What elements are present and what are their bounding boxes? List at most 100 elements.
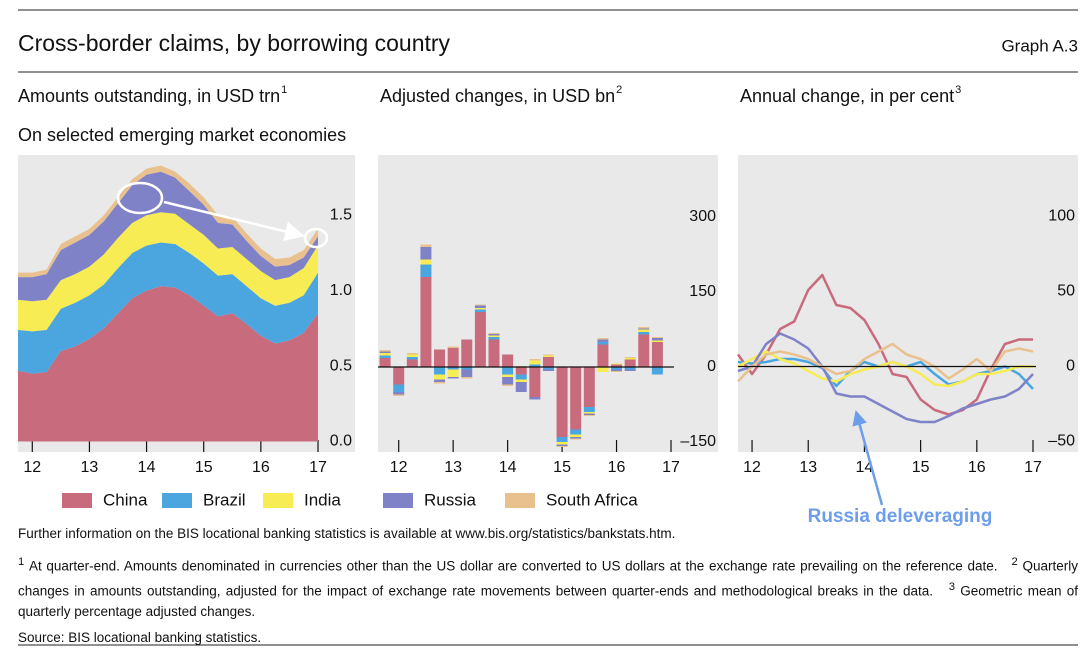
bar-segment	[420, 259, 432, 265]
bar-segment	[379, 355, 391, 358]
footnote-text: Quarterly changes in amounts outstanding…	[18, 558, 1078, 599]
bar-segment	[611, 364, 623, 367]
y-tick-label: –150	[680, 433, 716, 450]
bar-segment	[420, 277, 432, 367]
bar-segment	[611, 363, 623, 365]
bar-segment	[651, 342, 663, 367]
x-tick-label: 15	[912, 459, 930, 476]
highlight-ellipse	[303, 227, 329, 249]
bar-segment	[393, 394, 405, 396]
panel-background	[378, 155, 718, 452]
bar-segment	[583, 367, 595, 407]
x-tick-label: 12	[23, 459, 41, 476]
footnote-marker: 1	[18, 556, 25, 568]
highlight-ellipse	[116, 181, 164, 215]
graph-label: Graph A.3	[1001, 36, 1078, 55]
x-tick-label: 16	[968, 459, 986, 476]
bar-segment	[502, 374, 514, 377]
legend-swatch	[162, 493, 192, 508]
y-tick-label: 1.0	[330, 282, 352, 299]
bar-segment	[379, 351, 391, 353]
bar-segment	[420, 244, 432, 247]
bar-segment	[447, 348, 459, 367]
footnote-marker: 3	[948, 580, 956, 593]
bar-segment	[611, 371, 623, 372]
legend-label: Russia	[424, 490, 477, 509]
line	[737, 342, 1034, 383]
bar-segment	[570, 429, 582, 435]
footnote-text: At quarter-end. Amounts denominated in c…	[28, 558, 998, 574]
bar-segment	[597, 342, 609, 345]
y-tick-label: 50	[1057, 283, 1075, 300]
x-tick-label: 16	[252, 459, 270, 476]
y-tick-label: 100	[1048, 208, 1075, 225]
x-tick-label: 15	[553, 459, 571, 476]
y-tick-label: 0.0	[330, 433, 352, 450]
bar-segment	[406, 357, 418, 360]
bar-segment	[474, 305, 486, 308]
bar-segment	[393, 367, 405, 385]
annotation-shapes	[116, 181, 884, 506]
bar-segment	[447, 346, 459, 348]
bar-segment	[542, 369, 554, 371]
bar-segment	[474, 312, 486, 367]
bar-segment	[406, 359, 418, 367]
bar-segment	[393, 392, 405, 395]
bar-segment	[597, 338, 609, 340]
bar-segment	[420, 264, 432, 277]
x-tick-label: 12	[390, 459, 408, 476]
bar-segment	[624, 367, 636, 370]
bar-segment	[583, 412, 595, 414]
annotation-arrow	[852, 410, 884, 506]
bar-segment	[529, 364, 541, 367]
bar-segment	[434, 349, 446, 367]
bar-segment	[570, 438, 582, 440]
bar-segment	[434, 379, 446, 382]
legend-label: Brazil	[203, 490, 246, 509]
legend-label: South Africa	[546, 490, 638, 509]
panel-title-note: 3	[955, 84, 961, 96]
bar-segment	[474, 308, 486, 310]
area	[18, 171, 318, 302]
x-tick-label: 16	[608, 459, 626, 476]
x-tick-label: 13	[444, 459, 462, 476]
panel-title: Adjusted changes, in USD bn	[380, 86, 615, 106]
info-line: Further information on the BIS locationa…	[18, 523, 1078, 544]
area	[18, 212, 318, 332]
panel-title: Amounts outstanding, in USD trn	[18, 86, 280, 106]
info-text: Further information on the BIS locationa…	[18, 526, 452, 541]
bar-segment	[542, 355, 554, 357]
legend-swatch	[62, 493, 92, 508]
y-tick-label: 1.5	[330, 207, 352, 224]
bar-segment	[515, 382, 527, 392]
x-tick-label: 14	[856, 459, 874, 476]
bar-segment	[529, 367, 541, 397]
y-tick-label: –50	[1048, 433, 1075, 450]
bar-segment	[638, 328, 650, 330]
bar-segment	[461, 367, 473, 370]
x-tick-label: 15	[195, 459, 213, 476]
bar-segment	[529, 397, 541, 400]
bar-segment	[502, 384, 514, 386]
bar-segment	[556, 367, 568, 437]
legend-swatch	[263, 493, 293, 508]
area	[18, 242, 318, 374]
bar-segment	[461, 369, 473, 377]
bar-segment	[434, 374, 446, 380]
bar-segment	[447, 367, 459, 370]
bar-segment	[597, 367, 609, 372]
bar-segment	[651, 340, 663, 342]
footnotes: 1 At quarter-end. Amounts denominated in…	[18, 552, 1078, 622]
panel-title-note: 1	[281, 84, 287, 96]
bar-segment	[488, 333, 500, 334]
panel-background	[738, 155, 1078, 452]
bar-segment	[556, 446, 568, 447]
bar-segment	[556, 442, 568, 445]
bar-segment	[570, 437, 582, 439]
info-link[interactable]: www.bis.org/statistics/bankstats.htm.	[455, 526, 676, 541]
x-tick-label: 13	[81, 459, 99, 476]
bar-segment	[651, 367, 663, 375]
bar-segment	[515, 367, 527, 375]
